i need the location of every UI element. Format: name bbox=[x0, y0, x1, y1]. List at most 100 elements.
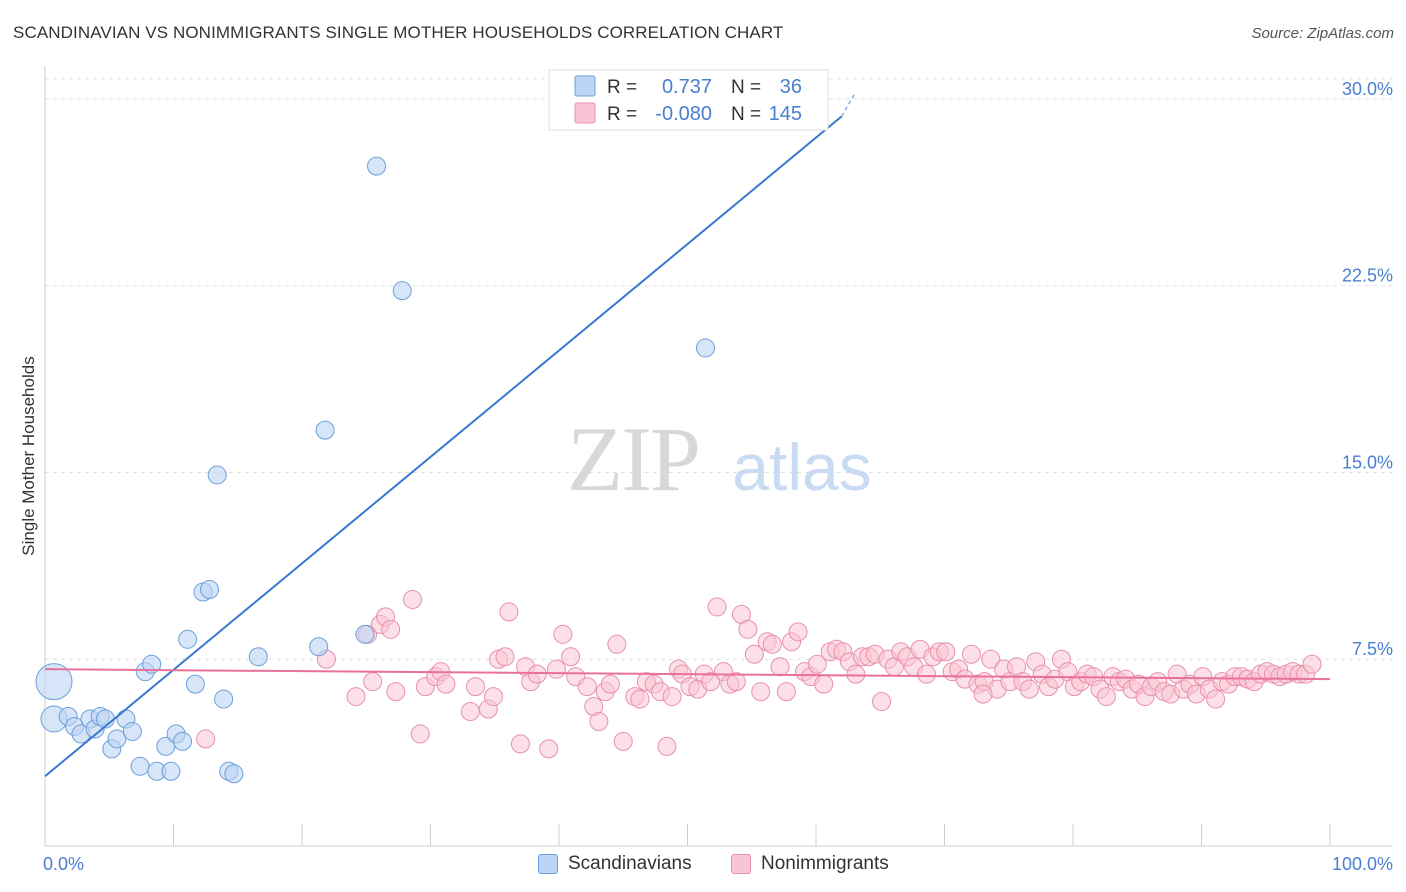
y-tick-label: 15.0% bbox=[1342, 452, 1393, 472]
nonimmigrants-point bbox=[196, 729, 216, 749]
legend-label-scandinavians: Scandinavians bbox=[568, 853, 692, 874]
nonimmigrants-point bbox=[917, 664, 937, 684]
scandinavians-point bbox=[199, 579, 219, 599]
legend-label-nonimmigrants: Nonimmigrants bbox=[761, 853, 889, 874]
watermark: ZIP atlas bbox=[567, 408, 872, 510]
nonimmigrants-point bbox=[607, 634, 627, 654]
nonimmigrants-point bbox=[776, 682, 796, 702]
nonimmigrants-point bbox=[403, 589, 423, 609]
scandinavians-point bbox=[178, 629, 198, 649]
nonimmigrants-point bbox=[1206, 689, 1226, 709]
y-tick-label: 7.5% bbox=[1352, 639, 1393, 659]
nonimmigrants-point bbox=[973, 684, 993, 704]
y-axis-label: Single Mother Households bbox=[19, 356, 38, 555]
scandinavians-point bbox=[248, 647, 268, 667]
y-tick-label: 30.0% bbox=[1342, 79, 1393, 99]
scandinavians-trend-line bbox=[44, 115, 843, 778]
nonimmigrants-point bbox=[872, 692, 892, 712]
nonimmigrants-point bbox=[762, 634, 782, 654]
scandinavians-point bbox=[107, 729, 127, 749]
nonimmigrants-point bbox=[499, 602, 519, 622]
nonimmigrants-point bbox=[613, 731, 633, 751]
nonimmigrants-point bbox=[363, 672, 383, 692]
legend-item-scandinavians[interactable]: Scandinavians bbox=[538, 852, 692, 876]
nonimmigrants-point bbox=[381, 619, 401, 639]
legend-r-value: 0.737 bbox=[662, 76, 712, 98]
nonimmigrants-point bbox=[495, 647, 515, 667]
nonimmigrants-point bbox=[788, 622, 808, 642]
nonimmigrants-point bbox=[961, 644, 981, 664]
nonimmigrants-point bbox=[553, 624, 573, 644]
nonimmigrants-point bbox=[981, 649, 1001, 669]
legend-item-nonimmigrants[interactable]: Nonimmigrants bbox=[731, 852, 889, 876]
nonimmigrants-point bbox=[1019, 679, 1039, 699]
scandinavians-point bbox=[309, 637, 329, 657]
nonimmigrants-point bbox=[738, 619, 758, 639]
series-legend: Scandinavians Nonimmigrants bbox=[0, 852, 1406, 878]
nonimmigrants-point bbox=[701, 672, 721, 692]
nonimmigrants-point bbox=[577, 677, 597, 697]
nonimmigrants-point bbox=[751, 682, 771, 702]
nonimmigrants-point bbox=[1096, 687, 1116, 707]
axis-layer: 7.5% 15.0% 22.5% 30.0% 0.0% 100.0% bbox=[43, 66, 1393, 874]
nonimmigrants-point bbox=[539, 739, 559, 759]
legend-swatch-0 bbox=[574, 75, 596, 97]
source-label: Source: ZipAtlas.com bbox=[1251, 25, 1394, 42]
legend-swatch-nonimmigrants bbox=[731, 854, 751, 874]
scandinavians-point bbox=[355, 624, 375, 644]
scandinavians-point bbox=[161, 761, 181, 781]
scandinavians-point bbox=[130, 756, 150, 776]
legend-swatch-scandinavians bbox=[538, 854, 558, 874]
legend-n-label: N = bbox=[731, 77, 761, 98]
nonimmigrants-point bbox=[814, 674, 834, 694]
legend-r-value: -0.080 bbox=[655, 103, 712, 125]
nonimmigrants-point bbox=[546, 659, 566, 679]
nonimmigrants-point bbox=[561, 647, 581, 667]
legend-r-label: R = bbox=[607, 77, 637, 98]
scandinavians-point bbox=[35, 663, 73, 701]
nonimmigrants-point bbox=[465, 677, 485, 697]
legend-n-value: 145 bbox=[769, 103, 802, 125]
nonimmigrants-point bbox=[936, 642, 956, 662]
legend-r-label: R = bbox=[607, 104, 637, 125]
x-tick-label: 0.0% bbox=[43, 854, 84, 874]
grid-layer bbox=[45, 78, 1392, 660]
legend-n-label: N = bbox=[731, 104, 761, 125]
scandinavians-point bbox=[142, 654, 162, 674]
nonimmigrants-point bbox=[483, 687, 503, 707]
scandinavians-point bbox=[392, 281, 412, 301]
nonimmigrants-point bbox=[662, 687, 682, 707]
x-tick-label: 100.0% bbox=[1332, 854, 1393, 874]
nonimmigrants-point bbox=[1302, 654, 1322, 674]
nonimmigrants-point bbox=[744, 644, 764, 664]
nonimmigrants-point bbox=[410, 724, 430, 744]
nonimmigrants-point bbox=[807, 654, 827, 674]
scandinavians-point bbox=[122, 721, 142, 741]
scandinavians-point bbox=[224, 764, 244, 784]
scandinavians-point bbox=[695, 338, 715, 358]
watermark-zip: ZIP bbox=[567, 408, 699, 510]
scandinavians-point bbox=[207, 465, 227, 485]
nonimmigrants-point bbox=[386, 682, 406, 702]
nonimmigrants-point bbox=[589, 711, 609, 731]
nonimmigrants-trend-line bbox=[44, 668, 1331, 681]
nonimmigrants-point bbox=[600, 674, 620, 694]
scandinavians-point bbox=[185, 674, 205, 694]
watermark-atlas: atlas bbox=[732, 430, 871, 504]
nonimmigrants-point bbox=[436, 674, 456, 694]
legend-swatch-1 bbox=[574, 102, 596, 124]
scandinavians-point bbox=[367, 156, 387, 176]
nonimmigrants-point bbox=[726, 672, 746, 692]
scandinavians-point bbox=[315, 420, 335, 440]
nonimmigrants-point bbox=[460, 702, 480, 722]
legend-n-value: 36 bbox=[780, 76, 802, 98]
nonimmigrants-point bbox=[707, 597, 727, 617]
y-tick-label: 22.5% bbox=[1342, 266, 1393, 286]
scandinavians-point bbox=[172, 731, 192, 751]
nonimmigrants-points bbox=[196, 589, 1322, 759]
trend-lines bbox=[44, 93, 1331, 778]
nonimmigrants-point bbox=[770, 657, 790, 677]
nonimmigrants-point bbox=[510, 734, 530, 754]
nonimmigrants-point bbox=[846, 664, 866, 684]
